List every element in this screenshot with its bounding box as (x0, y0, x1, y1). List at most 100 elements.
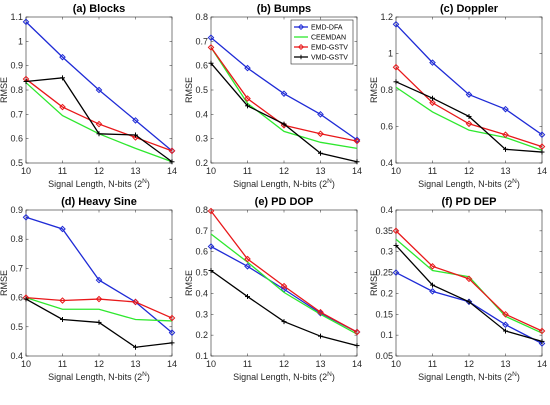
y-tick-label: 0.8 (10, 234, 23, 244)
series-line-emd-gstv (210, 210, 358, 333)
data-point-vmd-gstv (503, 146, 508, 152)
y-tick-label: 0.3 (380, 247, 393, 257)
chart-panel-4: (d) Heavy Sine 0.4 0.5 0.6 0.7 0.8 0.9 10 11 12 13… (0, 196, 177, 382)
panel-title: (c) Doppler (440, 3, 499, 15)
data-point-emd-dfa (429, 288, 436, 295)
x-tick-label: 13 (500, 359, 510, 369)
data-point-vmd-gstv (281, 121, 287, 127)
data-point-emd-dfa (280, 90, 288, 97)
series-line-vmd-gstv (210, 269, 358, 347)
x-tick-label: 11 (428, 166, 437, 176)
data-point-vmd-gstv (539, 338, 545, 344)
x-tick-label: 10 (21, 359, 31, 369)
data-point-vmd-gstv (430, 282, 435, 288)
series-line-emd-dfa (25, 21, 173, 152)
series-line-ceemdan (395, 86, 543, 151)
x-tick-label: 12 (94, 166, 104, 176)
data-point-emd-dfa (538, 131, 546, 139)
data-point-emd-gstv (392, 63, 400, 71)
data-point-vmd-gstv (503, 328, 508, 334)
data-point-vmd-gstv (169, 159, 175, 165)
series-line-emd-dfa (25, 216, 173, 334)
data-point-vmd-gstv (208, 267, 214, 273)
x-axis-label: Signal Length, N-bits (2N) (48, 371, 150, 382)
series-line-emd-dfa (395, 271, 543, 345)
data-point-emd-gstv (244, 95, 251, 102)
panel-title: (f) PD DEP (442, 196, 497, 208)
x-tick-label: 10 (206, 166, 216, 176)
data-point-vmd-gstv (466, 113, 472, 119)
legend-entry-label: VMD-GSTV (311, 55, 348, 62)
chart-panel-3: (c) Doppler 0.4 0.6 0.8 1 1.2 10 11 12 13 14 RMSE Si… (369, 3, 547, 189)
data-point-vmd-gstv (318, 333, 323, 339)
y-tick-label: 0.6 (10, 293, 23, 303)
data-point-emd-gstv (353, 328, 361, 336)
data-point-emd-gstv (207, 207, 215, 215)
data-point-vmd-gstv (96, 131, 102, 137)
x-tick-label: 12 (279, 359, 289, 369)
x-axis-label-superscript: N (512, 371, 517, 378)
data-point-emd-gstv (317, 130, 324, 138)
data-point-emd-dfa (132, 117, 139, 124)
chart-panel-6: (f) PD DEP 0.05 0.1 0.15 0.2 0.25 0.3 0.35 0.4 10… (369, 196, 547, 382)
y-tick-label: 1 (18, 36, 23, 46)
data-point-emd-dfa (429, 59, 436, 66)
y-tick-label: 0.4 (380, 205, 393, 215)
legend: EMD-DFA CEEMDAN EMD-GSTV VMD-GSTV (290, 19, 354, 65)
x-axis-label-main: Signal Length, N-bits (2 (418, 372, 512, 382)
x-tick-label: 12 (94, 359, 104, 369)
data-point-emd-gstv (95, 295, 103, 303)
x-axis-label-main: Signal Length, N-bits (2 (48, 179, 142, 189)
y-tick-label: 1.2 (380, 12, 393, 22)
x-axis-label-main: Signal Length, N-bits (2 (233, 179, 327, 189)
y-tick-label: 0.15 (375, 309, 393, 319)
x-axis-label-main: Signal Length, N-bits (2 (418, 179, 512, 189)
x-axis-label-end: ) (332, 179, 335, 189)
data-point-emd-dfa (95, 276, 103, 284)
series-line-emd-gstv (395, 230, 543, 332)
y-tick-label: 0.2 (380, 288, 393, 298)
x-axis-label-superscript: N (512, 178, 517, 185)
data-point-vmd-gstv (96, 319, 102, 325)
legend-marker (297, 43, 305, 51)
series-line-ceemdan (210, 47, 358, 150)
panel-title: (d) Heavy Sine (61, 196, 137, 208)
data-point-vmd-gstv (393, 242, 399, 248)
y-tick-label: 0.5 (10, 158, 23, 168)
data-point-vmd-gstv (466, 299, 472, 305)
data-point-emd-dfa (207, 34, 215, 41)
data-point-emd-gstv (538, 143, 546, 150)
data-point-emd-gstv (280, 282, 288, 290)
data-point-emd-gstv (95, 120, 103, 128)
x-axis-label-superscript: N (327, 178, 332, 185)
x-tick-label: 10 (391, 166, 401, 176)
data-point-vmd-gstv (539, 149, 545, 155)
data-point-emd-gstv (538, 327, 546, 335)
y-tick-label: 0.4 (195, 109, 208, 119)
data-point-emd-gstv (429, 263, 436, 270)
x-tick-label: 14 (167, 166, 177, 176)
y-axis-label: RMSE (369, 77, 379, 103)
y-tick-label: 0.1 (380, 330, 393, 340)
chart-panel-5: (e) PD DOP 0.1 0.2 0.3 0.4 0.5 0.6 0.7 0.8 10 11 12… (184, 196, 362, 382)
x-tick-label: 10 (21, 166, 31, 176)
x-tick-label: 14 (167, 359, 177, 369)
data-point-emd-dfa (502, 321, 509, 329)
y-tick-label: 0.8 (380, 85, 393, 95)
data-point-vmd-gstv (23, 296, 29, 302)
y-tick-label: 0.9 (10, 61, 23, 71)
y-tick-label: 0.6 (380, 122, 393, 132)
y-tick-label: 0.1 (195, 351, 208, 361)
y-tick-label: 0.25 (375, 268, 393, 278)
y-axis-label: RMSE (184, 270, 194, 296)
y-tick-label: 0.6 (195, 247, 208, 257)
data-point-emd-dfa (353, 136, 361, 144)
y-tick-label: 0.5 (10, 322, 23, 332)
x-axis-label-end: ) (517, 372, 520, 382)
y-axis-label: RMSE (0, 77, 9, 103)
series-line-emd-dfa (210, 37, 358, 141)
y-tick-label: 0.2 (195, 158, 208, 168)
x-axis-label-superscript: N (327, 371, 332, 378)
data-point-emd-gstv (59, 297, 66, 304)
data-point-vmd-gstv (281, 319, 287, 325)
